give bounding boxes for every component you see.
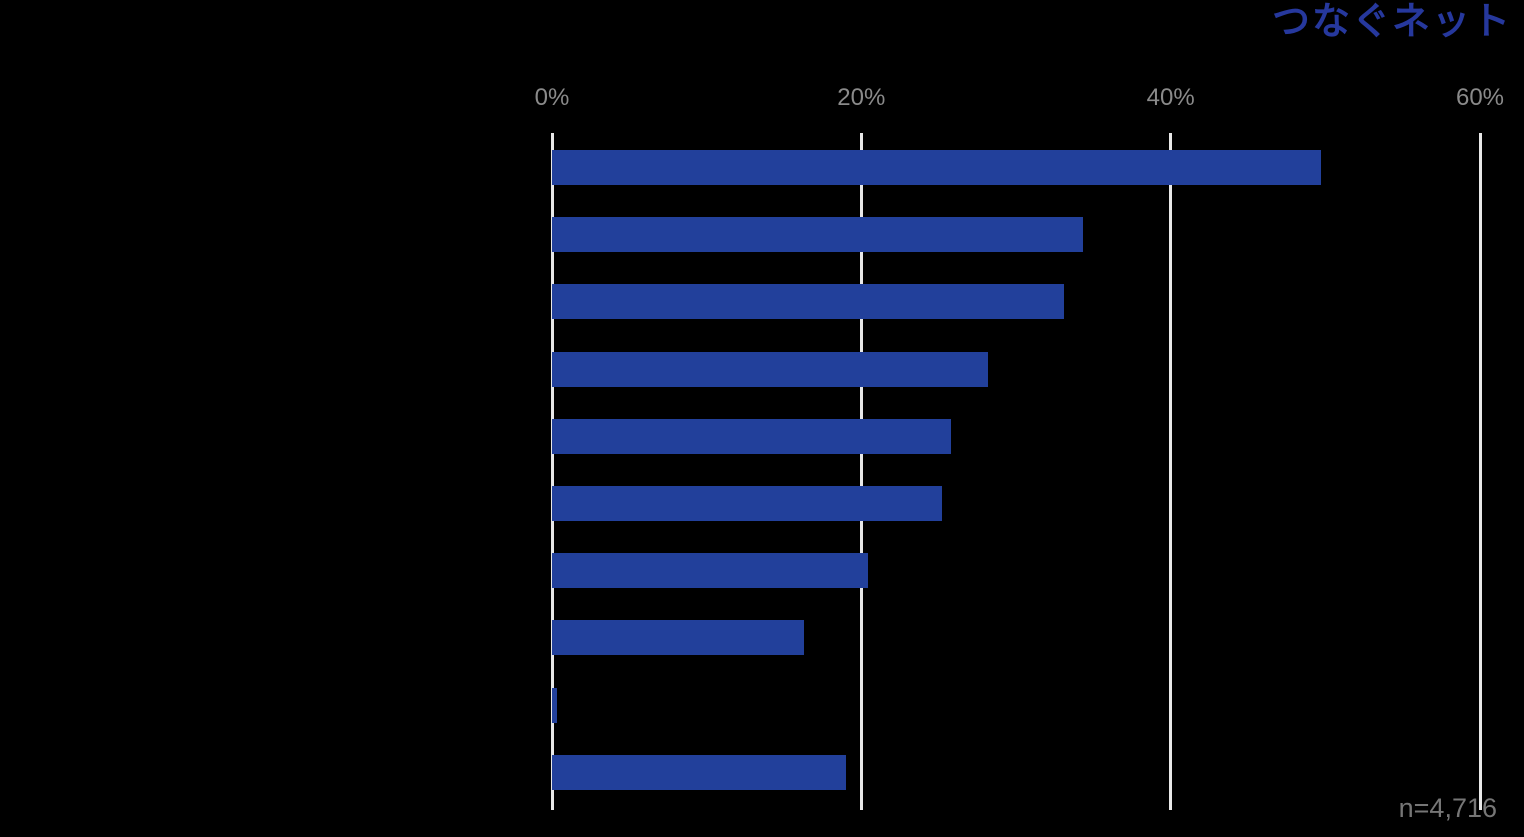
bar (552, 419, 952, 454)
x-axis-tick-label: 20% (837, 84, 886, 111)
gridline-60% (1478, 133, 1482, 810)
bar (552, 620, 805, 655)
sample-size-label: n=4,716 (1398, 793, 1497, 823)
bar (552, 688, 557, 723)
gridline-20% (859, 133, 863, 810)
plot-area (550, 133, 1482, 810)
gridline-40% (1169, 133, 1173, 810)
bar (552, 553, 868, 588)
brand-logo: つなぐネット (1271, 1, 1512, 43)
x-axis-tick-label: 60% (1455, 84, 1505, 111)
bar (552, 217, 1083, 252)
bar (552, 352, 989, 387)
x-axis-tick-label: 40% (1146, 84, 1195, 111)
bar (552, 150, 1321, 185)
bar (552, 284, 1064, 319)
x-axis-tick-label: 0% (534, 84, 570, 111)
bar (552, 755, 846, 790)
gridline-0% (550, 133, 554, 810)
bar (552, 486, 942, 521)
